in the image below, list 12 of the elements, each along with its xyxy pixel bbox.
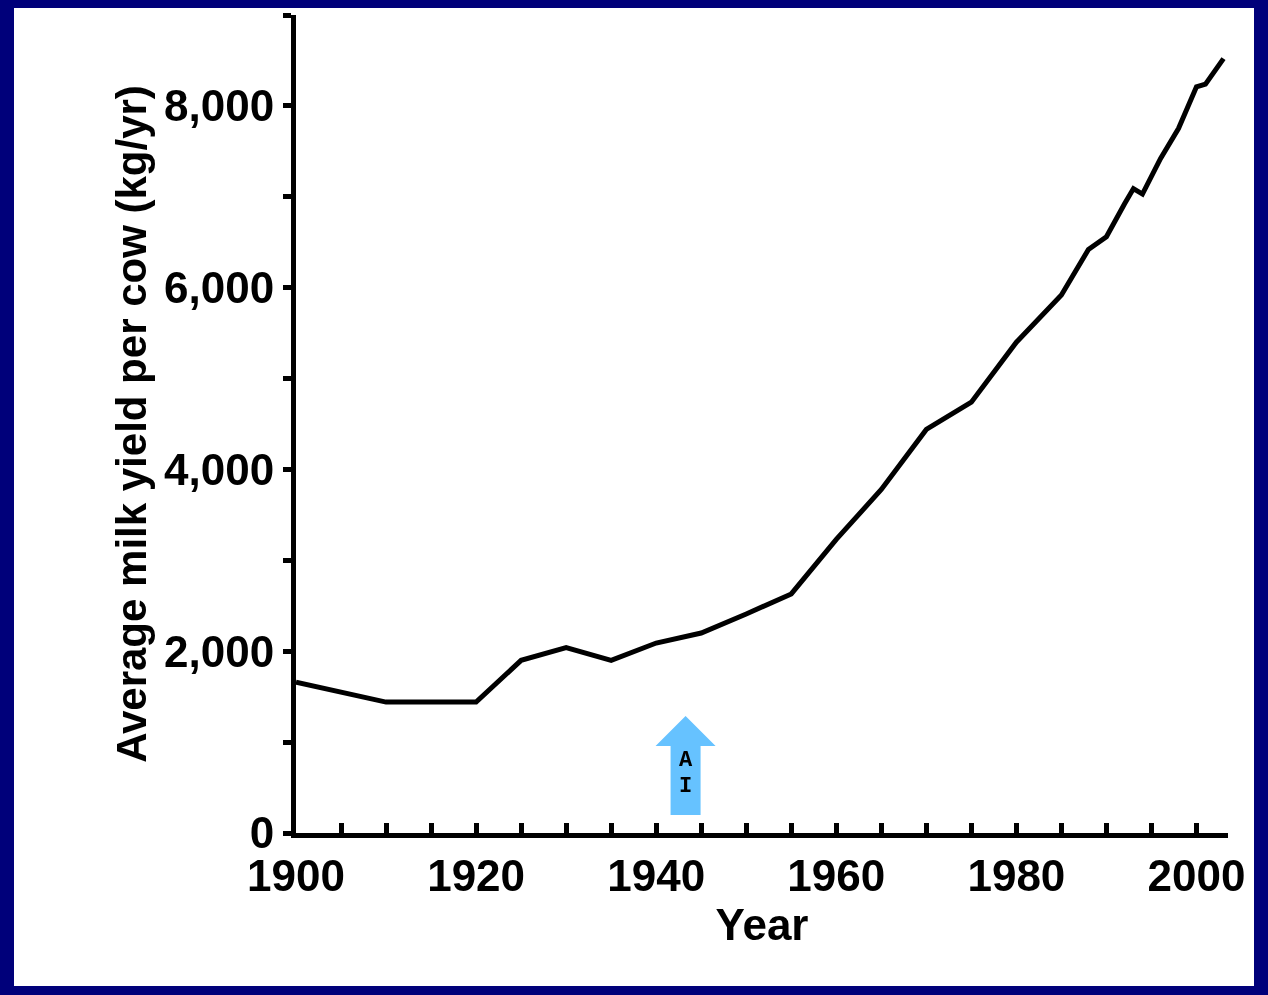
x-tick-label: 1960: [787, 850, 886, 900]
y-tick-label: 2,000: [164, 626, 275, 676]
x-axis-title: Year: [715, 899, 809, 949]
y-tick-label: 4,000: [164, 444, 275, 494]
x-tick-label: 2000: [1147, 850, 1246, 900]
y-tick-label: 8,000: [164, 81, 275, 131]
x-tick-label: 1940: [607, 850, 706, 900]
annotation: AI: [678, 748, 693, 800]
x-tick-label: 1980: [967, 850, 1066, 900]
y-tick-label: 6,000: [164, 263, 275, 313]
x-tick-label: 1920: [427, 850, 526, 900]
y-axis-title: Average milk yield per cow (kg/yr): [107, 85, 155, 763]
